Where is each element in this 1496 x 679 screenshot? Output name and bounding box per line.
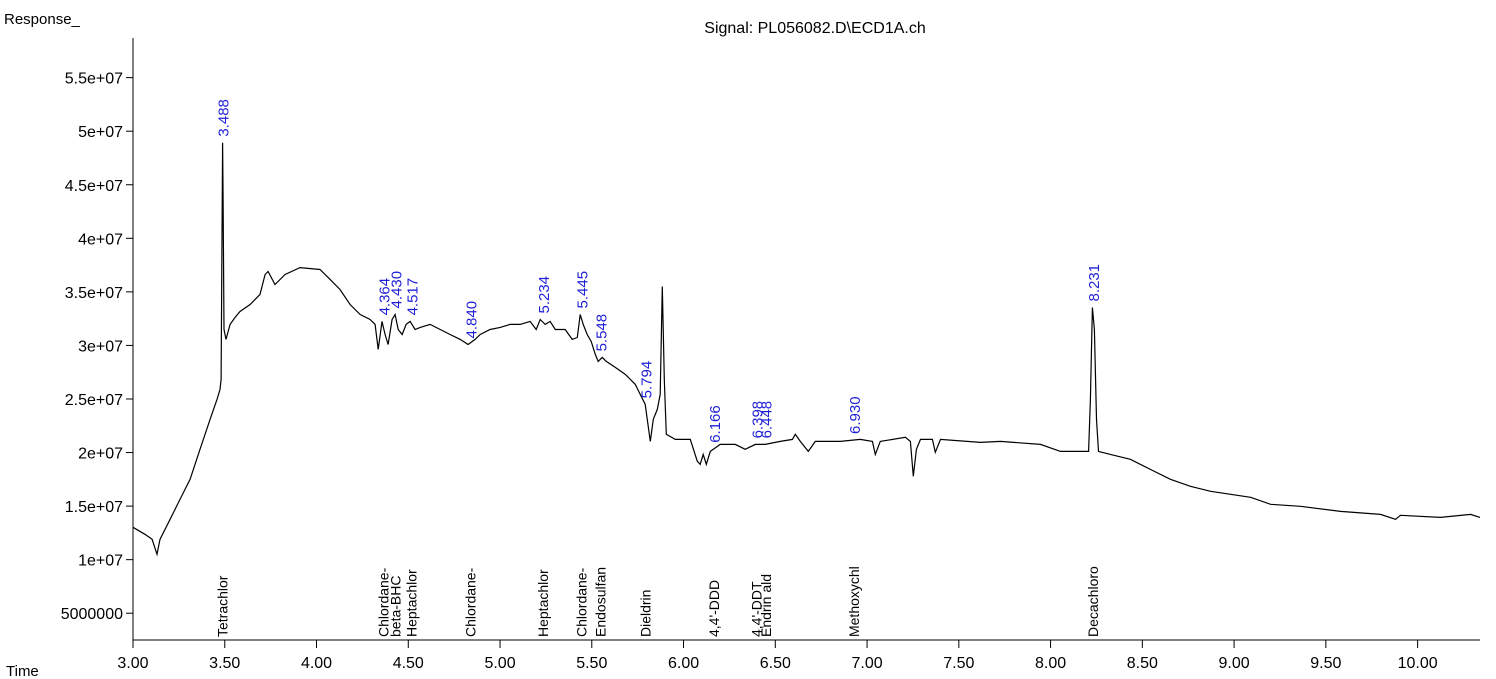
y-tick-label: 2.5e+07 — [65, 392, 123, 409]
peak-time-label: 4.840 — [464, 301, 481, 339]
peak-time-label: 6.166 — [707, 405, 724, 443]
peak-time-label: 8.231 — [1086, 264, 1103, 302]
y-tick-label: 5.5e+07 — [65, 71, 123, 88]
peak-time-label: 5.548 — [594, 314, 611, 352]
peak-compound-name: 4,4'-DDT — [749, 581, 765, 637]
x-tick-label: 6.00 — [668, 655, 699, 672]
peak-time-label: 3.488 — [216, 99, 233, 137]
peak-compound-name: Chlordane- — [463, 567, 479, 637]
peak-compound-name: Chlordane- — [574, 567, 590, 637]
y-tick-label: 2e+07 — [78, 446, 123, 463]
peak-time-label: 5.794 — [639, 361, 656, 399]
x-tick-label: 5.50 — [576, 655, 607, 672]
x-tick-label: 8.50 — [1127, 655, 1158, 672]
x-tick-label: 8.00 — [1035, 655, 1066, 672]
y-tick-label: 4.5e+07 — [65, 178, 123, 195]
x-tick-label: 9.50 — [1310, 655, 1341, 672]
y-axis-title: Response_ — [4, 11, 81, 28]
peak-time-label: 6.398 — [750, 401, 767, 439]
peak-compound-name: Heptachlor — [535, 569, 551, 637]
signal-trace — [132, 142, 1481, 557]
peak-compound-name: Dieldrin — [638, 590, 654, 637]
peak-time-label: 6.448 — [759, 401, 776, 439]
peak-time-label: 5.234 — [536, 276, 553, 314]
peak-time-label: 6.930 — [847, 396, 864, 434]
y-tick-label: 3e+07 — [78, 338, 123, 355]
peak-compound-name: 4,4'-DDD — [706, 580, 722, 637]
peak-time-label: 5.445 — [575, 271, 592, 309]
x-tick-label: 4.50 — [393, 655, 424, 672]
x-tick-label: 7.00 — [851, 655, 882, 672]
x-tick-label: 3.50 — [209, 655, 240, 672]
x-tick-label: 6.50 — [760, 655, 791, 672]
peak-compound-name: Endosulfan — [593, 567, 609, 637]
x-tick-label: 7.50 — [943, 655, 974, 672]
x-axis-title: Time — [6, 663, 39, 679]
peak-time-label: 4.364 — [376, 278, 393, 316]
x-tick-label: 5.00 — [484, 655, 515, 672]
peak-compound-name: beta-BHC — [387, 576, 403, 637]
y-tick-label: 5e+07 — [78, 124, 123, 141]
y-tick-label: 1.5e+07 — [65, 499, 123, 516]
peak-time-label: 4.430 — [388, 271, 405, 309]
y-tick-label: 3.5e+07 — [65, 285, 123, 302]
y-tick-label: 4e+07 — [78, 231, 123, 248]
y-tick-label: 1e+07 — [78, 553, 123, 570]
peak-compound-name: Tetrachlor — [215, 575, 231, 637]
peak-compound-name: Decachloro — [1085, 566, 1101, 637]
peak-time-label: 4.517 — [404, 278, 421, 316]
x-tick-label: 4.00 — [301, 655, 332, 672]
peak-compound-name: Heptachlor — [403, 569, 419, 637]
peak-compound-name: Endrin ald — [758, 574, 774, 637]
peak-compound-name: Methoxychl — [846, 566, 862, 637]
x-tick-label: 9.00 — [1219, 655, 1250, 672]
x-tick-label: 10.00 — [1398, 655, 1438, 672]
x-tick-label: 3.00 — [117, 655, 148, 672]
peak-compound-name: Chlordane- — [375, 567, 391, 637]
chart-title: Signal: PL056082.D\ECD1A.ch — [704, 20, 925, 37]
y-tick-label: 5000000 — [61, 606, 123, 623]
